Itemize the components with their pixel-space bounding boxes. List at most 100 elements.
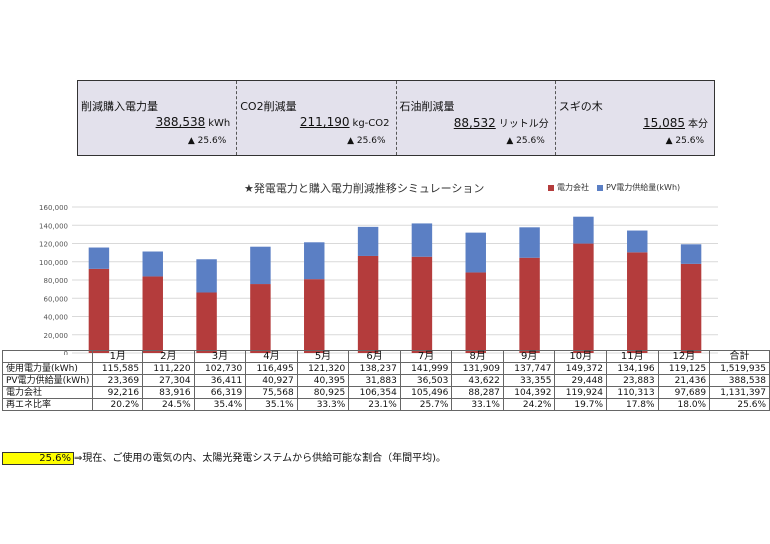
table-cell: 111,220 <box>142 362 195 375</box>
table-header-cell: 7月 <box>399 350 453 363</box>
y-tick-label: 80,000 <box>44 277 69 285</box>
table-row-label: 再エネ比率 <box>1 398 94 411</box>
table-header-cell: 9月 <box>502 350 556 363</box>
bar-pv-supply <box>411 223 433 257</box>
table-header-cell: 8月 <box>451 350 504 363</box>
summary-oil-reduction: 石油削減量 88,532 リットル分 ▲ 25.6% <box>396 81 556 155</box>
table-cell: 97,689 <box>657 386 711 399</box>
table-header-cell: 6月 <box>348 350 401 363</box>
table-cell: 31,883 <box>348 374 401 387</box>
table-row: PV電力供給量(kWh) 23,369 27,304 36,411 40,927 40,3… <box>1 374 770 387</box>
table-cell: 1,131,397 <box>709 386 770 399</box>
table-cell: 134,196 <box>606 362 659 375</box>
table-header-cell: 1月 <box>92 350 144 363</box>
chart-legend: 電力会社 PV電力供給量(kWh) <box>548 182 680 193</box>
bar-pv-supply <box>88 247 110 269</box>
table-cell: 66,319 <box>193 386 247 399</box>
table-cell: 36,503 <box>399 374 453 387</box>
table-cell: 80,925 <box>296 386 350 399</box>
bar-pv-supply <box>573 216 594 244</box>
table-cell: 24.5% <box>142 398 195 411</box>
y-tick-label: 60,000 <box>44 295 69 303</box>
table-cell: 33.3% <box>296 398 350 411</box>
table-cell: 102,730 <box>193 362 247 375</box>
y-tick-label: 20,000 <box>44 332 69 340</box>
table-cell: 35.4% <box>193 398 247 411</box>
bar-grid-power <box>627 252 648 353</box>
summary-label: スギの木 <box>558 100 603 113</box>
table-cell: 1,519,935 <box>709 362 770 375</box>
legend-item-grid-power: 電力会社 <box>548 182 589 193</box>
table-cell: 115,585 <box>92 362 144 375</box>
table-cell: 141,999 <box>399 362 453 375</box>
summary-value: 211,190 <box>299 115 350 129</box>
summary-unit: kg-CO2 <box>352 118 390 129</box>
table-row: 再エネ比率 20.2% 24.5% 35.4% 35.1% 33.3% 23.1% 25.7%… <box>1 398 770 411</box>
table-cell: 121,320 <box>296 362 350 375</box>
bar-grid-power <box>142 276 163 353</box>
legend-label: PV電力供給量(kWh) <box>606 183 681 192</box>
bar-pv-supply <box>304 242 325 280</box>
table-row-label: 電力会社 <box>1 386 94 399</box>
table-cell: 137,747 <box>502 362 556 375</box>
footnote: 25.6% ⇒現在、ご使用の電気の内、太陽光発電システムから供給可能な割合（年間平… <box>2 449 446 465</box>
bar-pv-supply <box>250 246 271 285</box>
bar-pv-supply <box>680 244 702 264</box>
bar-pv-supply <box>627 230 648 253</box>
bar-grid-power <box>519 257 540 353</box>
table-cell: 27,304 <box>142 374 195 387</box>
table-header-cell: 5月 <box>296 350 350 363</box>
data-table: 1月 2月 3月 4月 5月 6月 7月 8月 9月 10月 11月 12月 合計 使用電力量(kWh) 1… <box>1 350 770 411</box>
table-cell: 36,411 <box>193 374 247 387</box>
table-cell: 75,568 <box>245 386 298 399</box>
table-header-cell: 4月 <box>245 350 298 363</box>
summary-change: ▲ 25.6% <box>347 136 386 146</box>
table-cell: 25.6% <box>709 398 770 411</box>
summary-label: 石油削減量 <box>399 100 455 113</box>
table-row: 使用電力量(kWh) 115,585 111,220 102,730 116,495 12… <box>1 362 770 375</box>
table-cell: 40,395 <box>296 374 350 387</box>
table-cell: 88,287 <box>451 386 504 399</box>
table-cell: 29,448 <box>554 374 608 387</box>
table-cell: 35.1% <box>245 398 298 411</box>
y-tick-label: 100,000 <box>39 259 68 267</box>
summary-label: 削減購入電力量 <box>81 100 158 113</box>
table-header-cell <box>1 350 94 363</box>
table-cell: 40,927 <box>245 374 298 387</box>
bar-pv-supply <box>519 227 540 258</box>
table-cell: 19.7% <box>554 398 608 411</box>
summary-value: 15,085 <box>643 116 685 130</box>
table-row-label: PV電力供給量(kWh) <box>1 374 94 387</box>
table-cell: 131,909 <box>451 362 504 375</box>
table-cell: 23,883 <box>606 374 659 387</box>
footnote-text: ⇒現在、ご使用の電気の内、太陽光発電システムから供給可能な割合（年間平均)。 <box>74 453 446 464</box>
table-cell: 116,495 <box>245 362 298 375</box>
bar-pv-supply <box>465 232 486 273</box>
bar-grid-power <box>88 268 110 353</box>
summary-unit: kWh <box>208 118 231 129</box>
table-cell: 104,392 <box>502 386 556 399</box>
chart-title: ★発電電力と購入電力削減推移シミュレーション <box>244 182 485 195</box>
table-cell: 23.1% <box>348 398 401 411</box>
bar-grid-power <box>680 263 702 353</box>
table-cell: 92,216 <box>92 386 144 399</box>
bar-grid-power <box>465 272 486 353</box>
table-cell: 138,237 <box>348 362 401 375</box>
table-cell: 24.2% <box>502 398 556 411</box>
table-cell: 18.0% <box>657 398 711 411</box>
table-header-cell: 12月 <box>657 350 711 363</box>
stacked-bar-chart: 020,00040,00060,00080,000100,000120,0001… <box>39 204 718 355</box>
table-header-cell: 合計 <box>709 350 770 363</box>
summary-change: ▲ 25.6% <box>187 136 227 146</box>
bar-grid-power <box>357 255 379 353</box>
table-cell: 83,916 <box>142 386 195 399</box>
table-cell: 388,538 <box>709 374 770 387</box>
table-cell: 21,436 <box>657 374 711 387</box>
summary-cedar-trees: スギの木 15,085 本分 ▲ 25.6% <box>555 81 714 155</box>
table-cell: 119,924 <box>554 386 608 399</box>
table-header-cell: 2月 <box>142 350 195 363</box>
table-cell: 17.8% <box>606 398 659 411</box>
bar-pv-supply <box>142 251 163 277</box>
bar-pv-supply <box>357 226 379 256</box>
y-tick-label: 160,000 <box>39 204 68 212</box>
